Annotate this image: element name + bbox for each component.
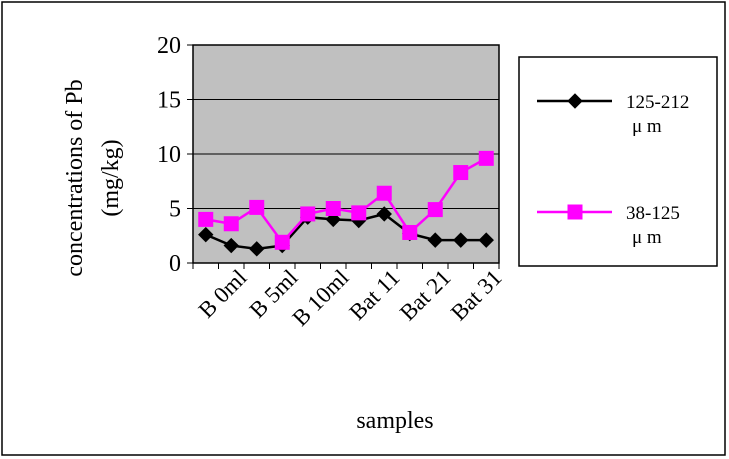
data-point: [478, 150, 494, 166]
y-axis-title-line-2: (mg/kg): [98, 139, 124, 216]
legend: 125-212 μ m 38-125 μ m: [518, 56, 718, 267]
data-point: [198, 211, 214, 227]
data-point: [351, 205, 367, 221]
legend-label: μ m: [632, 227, 662, 248]
data-point: [223, 237, 239, 254]
y-tick-label: 15: [157, 88, 181, 114]
y-axis-ticks: 0 5 10 15 20: [157, 33, 193, 277]
legend-marker: [567, 93, 583, 109]
legend-item: 125-212 μ m: [537, 92, 689, 137]
data-point: [478, 232, 494, 248]
gridlines: [193, 99, 499, 209]
y-axis-title: concentrations of Pb (mg/kg): [62, 79, 124, 276]
y-tick-label: 0: [169, 251, 181, 277]
data-point: [274, 234, 290, 250]
data-point: [453, 165, 469, 181]
x-axis-title: samples: [356, 408, 433, 434]
y-tick-label: 5: [169, 197, 181, 223]
data-point: [453, 232, 469, 248]
data-point: [300, 206, 316, 222]
y-tick-label: 10: [157, 142, 181, 168]
series-layer: [198, 150, 494, 257]
y-tick-label: 20: [157, 33, 181, 59]
data-point: [402, 224, 418, 240]
data-point: [427, 232, 443, 248]
legend-marker: [567, 204, 583, 220]
legend-label: μ m: [632, 116, 662, 137]
data-point: [325, 201, 341, 216]
series-2: [198, 150, 494, 250]
legend-item: 38-125 μ m: [537, 203, 680, 248]
legend-label: 125-212: [626, 92, 689, 113]
data-point: [376, 185, 392, 201]
data-point: [427, 202, 443, 218]
data-point: [376, 206, 392, 222]
y-axis-title-line-1: concentrations of Pb: [62, 79, 88, 276]
data-point: [249, 199, 265, 215]
data-point: [198, 226, 214, 243]
legend-box: [518, 56, 718, 267]
data-point: [249, 241, 265, 257]
data-point: [223, 216, 239, 232]
legend-label: 38-125: [626, 203, 680, 224]
